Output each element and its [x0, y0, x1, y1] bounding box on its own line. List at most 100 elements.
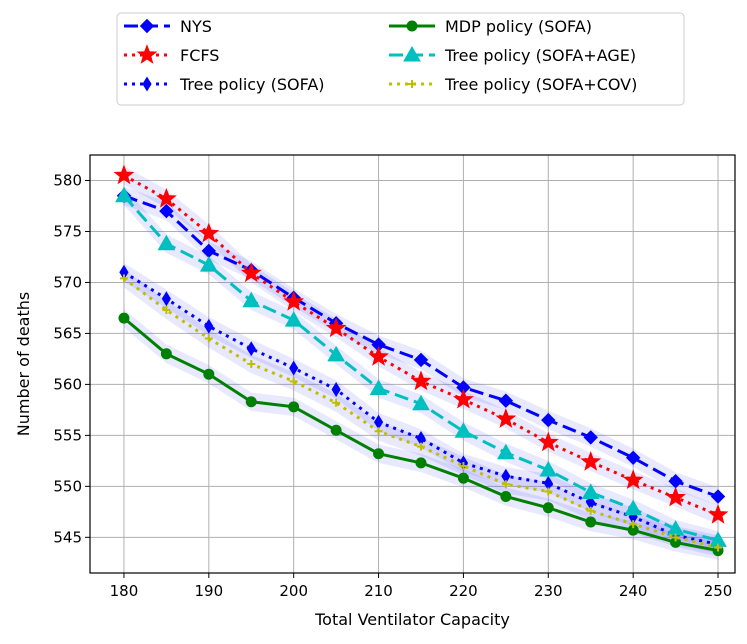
x-tick-label: 210 [364, 582, 393, 600]
legend-marker [136, 44, 158, 64]
data-point [457, 472, 469, 484]
data-point [714, 543, 723, 552]
data-point [119, 274, 128, 283]
series-3 [118, 312, 724, 557]
x-axis-label: Total Ventilator Capacity [314, 610, 510, 629]
data-point [160, 348, 172, 360]
series-line [123, 277, 719, 549]
legend-box [116, 12, 685, 106]
data-point [707, 503, 729, 524]
data-point [247, 360, 256, 368]
legend-label: FCFS [180, 46, 219, 65]
data-point [412, 394, 430, 411]
legend-label: Tree policy (SOFA+AGE) [444, 46, 636, 65]
series-4 [115, 186, 727, 547]
data-point [625, 450, 641, 466]
data-point [240, 262, 262, 283]
data-point [327, 345, 345, 362]
series-5 [119, 274, 723, 552]
y-tick-label: 560 [53, 375, 82, 393]
data-point [629, 520, 638, 529]
data-point [246, 341, 256, 357]
x-tick-label: 190 [194, 582, 223, 600]
data-point [157, 234, 176, 251]
data-point [500, 491, 512, 503]
data-point [583, 430, 598, 445]
confidence-band [123, 186, 719, 550]
data-point [539, 461, 558, 477]
data-point [368, 345, 389, 366]
data-point [410, 370, 432, 391]
data-point [284, 311, 303, 327]
data-point [289, 360, 299, 376]
series-lines [113, 164, 729, 557]
data-point [283, 290, 305, 311]
data-point [155, 187, 177, 208]
data-point [373, 448, 385, 460]
x-tick-label: 250 [704, 582, 733, 600]
data-point [374, 427, 383, 436]
confidence-band [123, 269, 719, 557]
data-point [542, 502, 554, 514]
data-point [204, 334, 213, 343]
data-point [537, 431, 559, 452]
y-tick-label: 580 [53, 171, 82, 189]
x-tick-label: 200 [279, 582, 308, 600]
confidence-band [123, 308, 719, 560]
data-point [113, 164, 135, 185]
data-point [204, 318, 214, 334]
confidence-bands [123, 166, 719, 560]
data-point [624, 499, 643, 516]
data-point [161, 291, 171, 307]
y-tick-label: 550 [53, 477, 82, 495]
legend-label: Tree policy (SOFA) [179, 75, 325, 94]
data-point [498, 393, 514, 408]
confidence-band [123, 186, 719, 506]
data-point [580, 450, 602, 471]
data-point [115, 186, 133, 203]
y-axis-label: Number of deaths [14, 292, 33, 436]
x-tick-label: 230 [534, 582, 563, 600]
x-tick-label: 240 [619, 582, 648, 600]
data-point [454, 422, 473, 438]
data-point [581, 483, 600, 499]
data-point [288, 401, 300, 413]
legend-marker [403, 45, 421, 62]
plot-frame [89, 154, 736, 574]
y-tick-label: 575 [53, 222, 82, 240]
data-point [159, 203, 174, 219]
grid [90, 155, 735, 573]
data-point [198, 222, 220, 243]
legend-marker [408, 80, 416, 88]
data-point [369, 379, 388, 395]
x-tick-label: 220 [449, 582, 478, 600]
series-2 [119, 264, 723, 552]
data-point [495, 408, 517, 428]
data-point [585, 516, 597, 528]
data-point [199, 256, 218, 272]
legend-label: Tree policy (SOFA+COV) [444, 75, 637, 94]
confidence-band [123, 263, 719, 554]
data-point [325, 317, 347, 338]
data-point [665, 486, 686, 507]
series-line [123, 270, 719, 546]
data-point [622, 469, 644, 490]
legend-marker [139, 18, 155, 34]
confidence-band [123, 166, 719, 525]
data-point [413, 352, 429, 368]
data-point [671, 533, 680, 542]
data-point [416, 442, 425, 451]
legend: NYS FCFS Tree policy (SOFA) MDP policy (SOF… [116, 12, 685, 106]
data-point [242, 291, 261, 308]
data-point [453, 388, 474, 409]
legend-marker [406, 20, 418, 32]
data-point [586, 506, 595, 515]
data-point [544, 487, 553, 496]
x-tick-label: 180 [110, 582, 139, 600]
data-point [331, 382, 341, 397]
data-point [162, 305, 171, 314]
data-point [459, 461, 468, 470]
data-point [541, 412, 556, 428]
data-point [415, 457, 427, 469]
